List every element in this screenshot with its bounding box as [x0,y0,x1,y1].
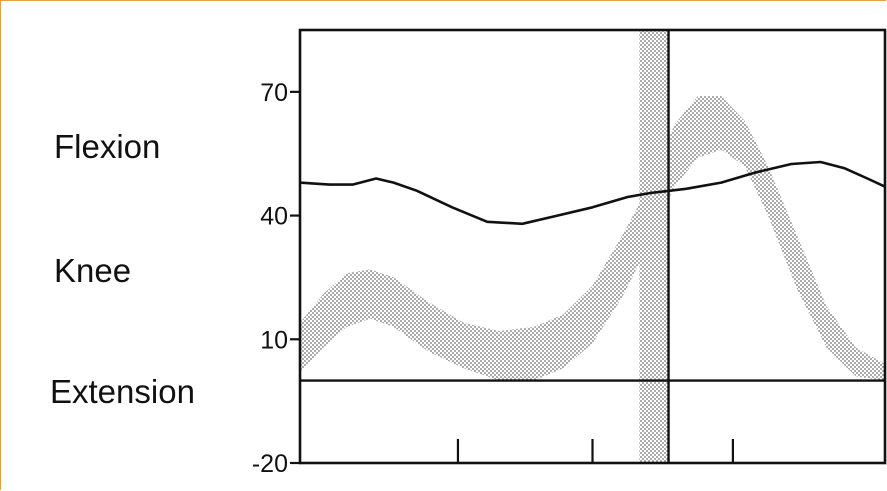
flexion-label: Flexion [54,128,161,165]
y-tick-label: 10 [260,326,288,354]
vertical-shaded-band [639,31,669,462]
y-tick-label: 40 [260,203,288,231]
knee-label: Knee [54,252,132,289]
y-tick-label: 70 [260,79,288,107]
knee-angle-line-0 [301,160,884,226]
extension-label: Extension [50,373,195,410]
y-tick-label: -20 [252,450,288,478]
normal-range-band [301,96,884,381]
